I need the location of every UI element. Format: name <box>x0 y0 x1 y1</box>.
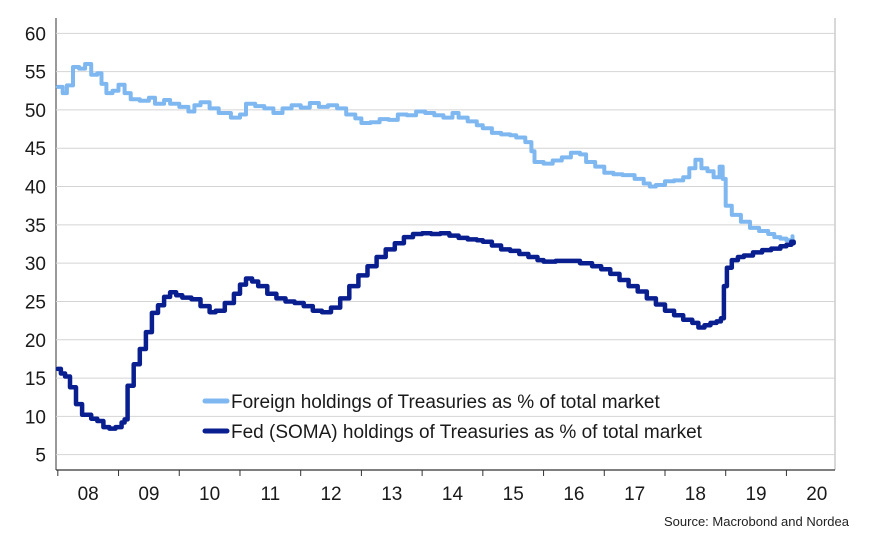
series-lines <box>55 62 796 431</box>
y-tick-label: 35 <box>25 216 46 237</box>
x-tick-label: 19 <box>745 484 766 505</box>
x-axis: 08 09 10 11 12 13 14 15 16 17 18 19 20 <box>56 469 835 505</box>
legend-label: Fed (SOMA) holdings of Treasuries as % o… <box>231 422 703 443</box>
y-tick-label: 15 <box>25 369 46 390</box>
gridlines <box>55 18 836 470</box>
x-tick-label: 12 <box>320 484 341 505</box>
y-tick-label: 25 <box>25 292 46 313</box>
y-tick-label: 60 <box>25 24 46 45</box>
x-tick-label: 20 <box>806 484 827 505</box>
x-tick-label: 11 <box>260 484 280 505</box>
legend: Foreign holdings of Treasuries as % of t… <box>202 392 703 443</box>
x-tick-label: 09 <box>138 484 159 505</box>
y-axis-ticks: 5 10 15 20 25 30 35 40 45 50 55 60 <box>25 24 46 466</box>
y-tick-label: 55 <box>25 63 46 84</box>
x-tick-label: 08 <box>78 484 99 505</box>
y-tick-label: 5 <box>35 446 46 467</box>
y-tick-label: 45 <box>25 139 46 160</box>
series-line-foreign-holdings <box>55 62 795 243</box>
x-tick-label: 15 <box>503 484 524 505</box>
x-tick-label: 16 <box>563 484 584 505</box>
source-note: Source: Macrobond and Nordea <box>663 514 849 529</box>
x-tick-label: 14 <box>442 484 464 505</box>
x-tick-label: 18 <box>685 484 706 505</box>
legend-label: Foreign holdings of Treasuries as % of t… <box>231 392 660 413</box>
y-tick-label: 20 <box>25 331 46 352</box>
y-tick-label: 40 <box>25 178 46 199</box>
x-tick-label: 17 <box>624 484 645 505</box>
series-line-fed-soma-holdings <box>55 231 796 431</box>
y-tick-label: 50 <box>25 101 46 122</box>
y-tick-label: 10 <box>25 407 46 428</box>
y-tick-label: 30 <box>25 254 46 275</box>
x-tick-label: 13 <box>381 484 402 505</box>
x-tick-label: 10 <box>199 484 220 505</box>
